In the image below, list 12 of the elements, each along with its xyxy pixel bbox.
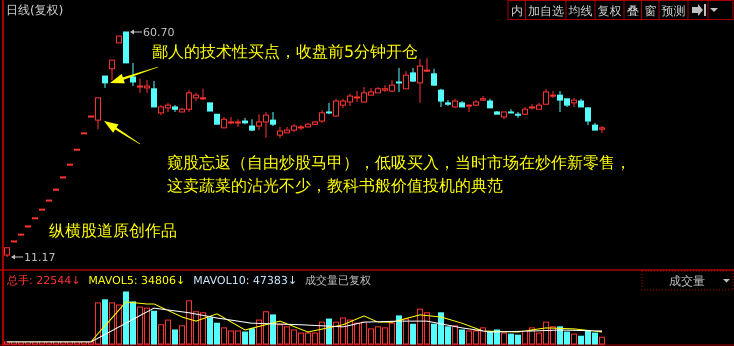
- annotation: 纵横股道原创作品: [49, 221, 177, 240]
- text: 总手: 22544↓: [7, 274, 80, 287]
- annotation: 60.70: [143, 26, 174, 39]
- text: MAVOL10: 47383↓: [193, 274, 298, 287]
- annotation: 窥股忘返（自由炒股马甲），低吸买入，当时市场在炒作新零售，: [167, 153, 631, 172]
- annotation: 鄙人的技术性买点，收盘前5分钟开仓: [152, 42, 418, 61]
- chart-title: 日线(复权): [6, 3, 64, 17]
- volume-selector: 成交量: [642, 270, 734, 290]
- annotation: 这卖蔬菜的沾光不少，教科书般价值投机的典范: [167, 176, 503, 195]
- text: MAVOL5: 34806↓: [88, 274, 186, 287]
- text: 成交量已复权: [305, 274, 372, 287]
- annotation: 11.17: [24, 251, 56, 264]
